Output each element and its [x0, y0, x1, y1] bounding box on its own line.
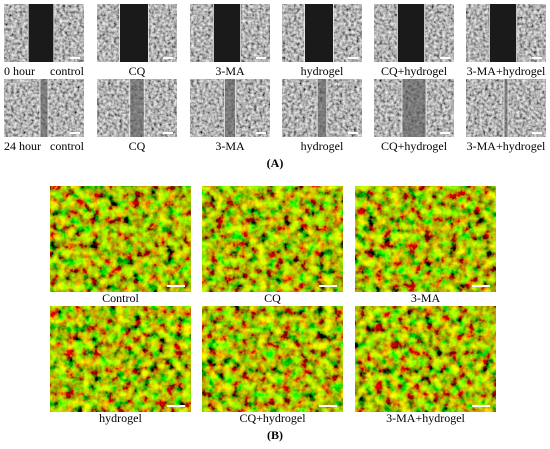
fluorescence-image — [50, 186, 191, 292]
scale-bar — [440, 132, 450, 134]
wound-gap — [213, 4, 241, 62]
panel-caption: (A) — [267, 156, 284, 170]
scale-bar — [256, 132, 266, 134]
scale-bar — [167, 405, 185, 407]
image-label: CQ+hydrogel — [381, 139, 448, 153]
image-label: hydrogel — [301, 139, 344, 153]
wound-gap — [28, 4, 54, 62]
time-label: 0 hour — [4, 64, 35, 78]
wound-gap — [489, 4, 517, 62]
scale-bar — [319, 405, 337, 407]
fluorescence-image — [50, 306, 191, 412]
scale-bar — [70, 132, 80, 134]
wound-gap — [129, 79, 145, 137]
wound-gap — [397, 4, 425, 62]
wound-gap — [402, 79, 426, 137]
wound-gap — [224, 79, 236, 137]
fluorescence-image — [355, 186, 496, 292]
scale-bar — [319, 285, 337, 287]
image-label: 3-MA+hydrogel — [386, 411, 465, 425]
panel-caption: (B) — [267, 428, 283, 442]
scale-bar — [167, 285, 185, 287]
image-label: control — [50, 64, 85, 78]
image-label: CQ+hydrogel — [381, 64, 448, 78]
scale-bar — [532, 57, 542, 59]
scale-bar — [472, 405, 490, 407]
image-label: CQ — [129, 139, 146, 153]
image-label: hydrogel — [301, 64, 344, 78]
scale-bar — [348, 132, 358, 134]
image-label: CQ — [129, 64, 146, 78]
scale-bar — [348, 57, 358, 59]
wound-gap — [40, 79, 48, 137]
scale-bar — [440, 57, 450, 59]
scale-bar — [70, 57, 80, 59]
image-label: Control — [102, 291, 139, 305]
fluorescence-image — [202, 186, 343, 292]
fluorescence-image — [202, 306, 343, 412]
image-label: 3-MA+hydrogel — [467, 64, 546, 78]
scale-bar — [472, 285, 490, 287]
time-label: 24 hour — [4, 139, 41, 153]
image-label: hydrogel — [99, 411, 142, 425]
wound-gap — [504, 79, 508, 137]
image-label: 3-MA+hydrogel — [467, 139, 546, 153]
image-label: CQ+hydrogel — [239, 411, 306, 425]
image-label: 3-MA — [411, 291, 441, 305]
scale-bar — [163, 57, 173, 59]
image-label: 3-MA — [215, 139, 245, 153]
scale-bar — [532, 132, 542, 134]
figure-content: control CQ 3-MA hydrogel CQ+hydrogel 3-MA+hyd… — [4, 4, 546, 442]
wound-gap — [317, 79, 327, 137]
image-label: CQ — [264, 291, 281, 305]
image-label: 3-MA — [215, 64, 245, 78]
scale-bar — [163, 132, 173, 134]
scale-bar — [256, 57, 266, 59]
wound-gap — [119, 4, 149, 62]
image-label: control — [50, 139, 85, 153]
fluorescence-image — [355, 306, 496, 412]
wound-gap — [304, 4, 334, 62]
